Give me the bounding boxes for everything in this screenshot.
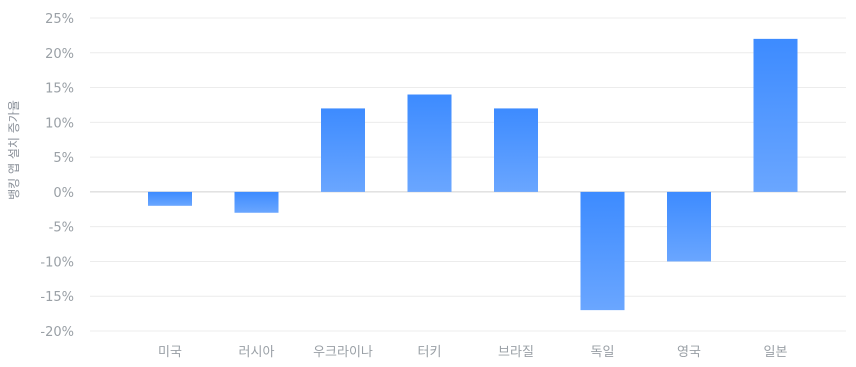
y-tick-label: -20% — [40, 325, 74, 340]
y-tick-label: 10% — [45, 116, 74, 131]
bar-2 — [234, 191, 279, 213]
x-tick-label: 브라질 — [498, 345, 534, 360]
bar-5 — [494, 108, 538, 192]
gridlines — [90, 17, 846, 332]
x-tick-label: 터키 — [418, 345, 442, 360]
x-axis-tick-labels: 미국 러시아 우크라이나 터키 브라질 독일 영국 일본 — [158, 345, 787, 360]
y-axis-tick-labels: 25% 20% 15% 10% 5% 0% -5% -10% -15% -20% — [40, 12, 74, 340]
y-axis-title: 뱅킹 앱 설치 증가율 — [7, 100, 21, 200]
x-tick-label: 일본 — [764, 345, 788, 360]
bar-6 — [580, 191, 625, 311]
y-tick-label: 25% — [45, 12, 74, 27]
bar-1 — [148, 191, 192, 206]
bar-3 — [321, 108, 365, 192]
bar-8 — [753, 38, 798, 192]
bar-7 — [667, 191, 711, 262]
x-tick-label: 미국 — [158, 345, 182, 360]
y-tick-label: 0% — [53, 186, 74, 201]
bar-4 — [407, 94, 452, 192]
y-tick-label: -5% — [49, 221, 74, 236]
x-tick-label: 독일 — [591, 345, 615, 360]
x-tick-label: 영국 — [677, 345, 701, 360]
y-tick-label: 15% — [45, 82, 74, 97]
y-tick-label: 5% — [53, 151, 74, 166]
y-tick-label: 20% — [45, 47, 74, 62]
x-tick-label: 우크라이나 — [313, 345, 373, 360]
bars — [148, 38, 798, 311]
y-tick-label: -15% — [40, 290, 74, 305]
x-tick-label: 러시아 — [239, 345, 275, 360]
y-tick-label: -10% — [40, 255, 74, 270]
